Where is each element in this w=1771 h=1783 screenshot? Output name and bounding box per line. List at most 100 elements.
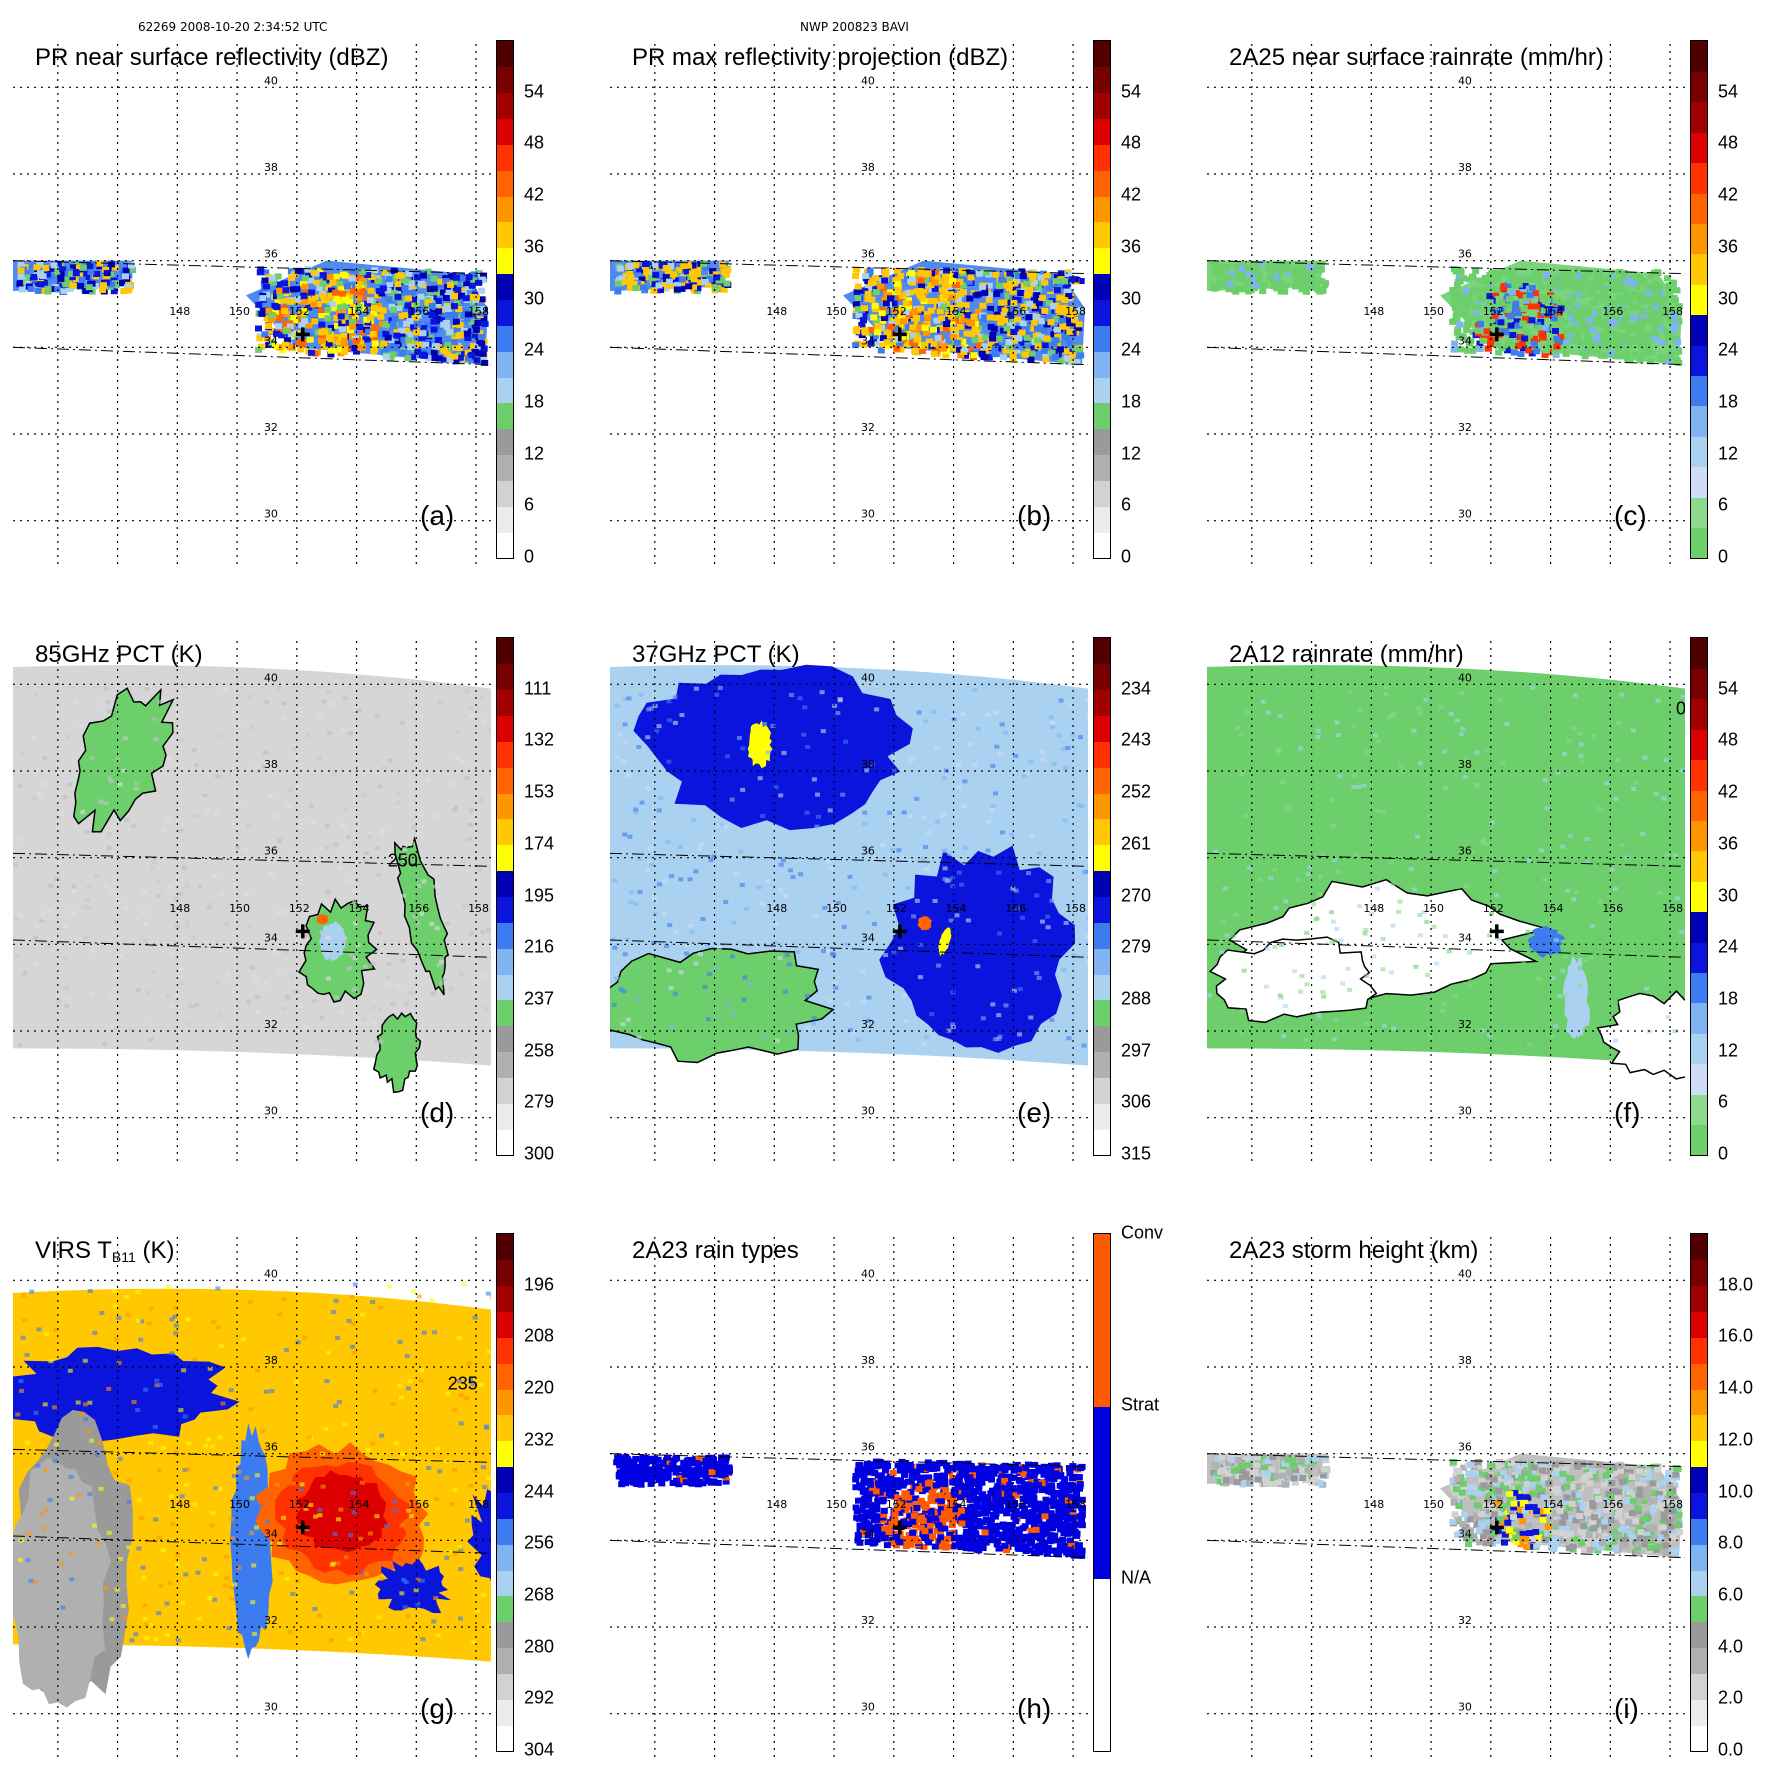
colorbar-swatch [1094,300,1110,326]
lon-label: 154 [349,305,370,318]
panel-letter: (f) [1614,1097,1640,1129]
colorbar-swatch [1691,528,1707,559]
colorbar-swatch [497,351,513,377]
colorbar-swatch [497,1467,513,1493]
colorbar-swatch [1691,193,1707,224]
colorbar-swatch [1094,1406,1110,1579]
lon-label: 158 [468,902,489,915]
lon-label: 156 [1602,305,1623,318]
colorbar-swatch [497,1312,513,1338]
colorbar-swatch [497,1000,513,1026]
colorbar-swatch [1691,1415,1707,1441]
lat-label: 34 [1458,931,1472,944]
colorbar-swatch [1094,1077,1110,1103]
contour-label: 0 [1676,699,1686,719]
colorbar-tick-label: 220 [524,1378,554,1399]
lon-label: 150 [826,305,847,318]
colorbar [1690,637,1708,1156]
colorbar-swatch [497,741,513,767]
lat-label: 36 [1458,845,1472,858]
colorbar-swatch [1691,851,1707,882]
colorbar-swatch [1691,1125,1707,1156]
colorbar-tick-label: 4.0 [1718,1636,1743,1657]
colorbar-tick-label: 306 [1121,1092,1151,1113]
panel-title: 37GHz PCT (K) [632,641,800,669]
colorbar-tick-label: 18 [1718,391,1738,412]
lat-label: 36 [1458,1441,1472,1454]
colorbar-swatch [497,480,513,506]
lon-label: 150 [826,902,847,915]
lon-label: 156 [1005,305,1026,318]
lat-label: 38 [861,758,875,771]
colorbar-swatch [497,1103,513,1129]
colorbar-swatch [497,222,513,248]
colorbar-swatch [1691,668,1707,699]
lon-label: 148 [766,1498,787,1511]
colorbar-tick-label: 0 [524,547,534,568]
lon-label: 154 [1543,1498,1564,1511]
colorbar-swatch [1094,67,1110,93]
colorbar-swatch [1094,974,1110,1000]
colorbar-tick-label: 48 [1718,133,1738,154]
lat-label: 36 [264,1441,278,1454]
lat-label: 32 [861,1614,875,1627]
lat-label: 34 [861,931,875,944]
colorbar-swatch [497,1026,513,1052]
colorbar-swatch [497,767,513,793]
colorbar-tick-label: 261 [1121,833,1151,854]
lon-label: 150 [826,1498,847,1511]
colorbar-swatch [497,403,513,429]
lon-label: 156 [408,902,429,915]
colorbar-swatch [497,922,513,948]
colorbar-tick-label: 153 [524,782,554,803]
colorbar-tick-label: 232 [524,1429,554,1450]
colorbar-swatch [1094,274,1110,300]
colorbar-swatch [1094,196,1110,222]
colorbar-swatch [497,377,513,403]
lon-label: 150 [229,305,250,318]
colorbar-swatch [497,1441,513,1467]
colorbar-tick-label: 280 [524,1636,554,1657]
lon-label: 150 [229,902,250,915]
panel-title: PR max reflectivity projection (dBZ) [632,44,1008,72]
colorbar-swatch [497,690,513,716]
lon-label: 156 [1005,902,1026,915]
colorbar-swatch [497,93,513,119]
lat-label: 32 [1458,1018,1472,1031]
lat-label: 40 [861,1267,875,1280]
lon-label: 158 [1662,902,1683,915]
lon-label: 152 [886,902,907,915]
colorbar-tick-label: 54 [1718,678,1738,699]
colorbar-swatch [1094,144,1110,170]
lon-label: 158 [1662,1498,1683,1511]
panel-letter: (b) [1017,500,1051,532]
colorbar-tick-label: 6.0 [1718,1584,1743,1605]
colorbar-swatch [1691,638,1707,669]
colorbar-tick-label: 297 [1121,1040,1151,1061]
lon-label: 154 [349,902,370,915]
colorbar-tick-label: 244 [524,1481,554,1502]
colorbar-tick-label: 30 [1718,885,1738,906]
colorbar-tick-label: 12 [524,443,544,464]
lat-label: 40 [1458,671,1472,684]
colorbar-tick-label: 24 [1121,340,1141,361]
lon-label: 156 [408,1498,429,1511]
lat-label: 34 [1458,334,1472,347]
lat-label: 32 [264,1614,278,1627]
lon-label: 148 [169,305,190,318]
colorbar-tick-label: 174 [524,833,554,854]
colorbar-tick-label: 48 [1121,133,1141,154]
lon-label: 150 [229,1498,250,1511]
colorbar-swatch [1094,480,1110,506]
colorbar-swatch [497,1673,513,1699]
colorbar-swatch [1691,1467,1707,1493]
colorbar-tick-label: 36 [524,236,544,257]
colorbar-swatch [497,1415,513,1441]
colorbar-swatch [497,1648,513,1674]
colorbar-swatch [497,1052,513,1078]
lat-label: 32 [861,1018,875,1031]
